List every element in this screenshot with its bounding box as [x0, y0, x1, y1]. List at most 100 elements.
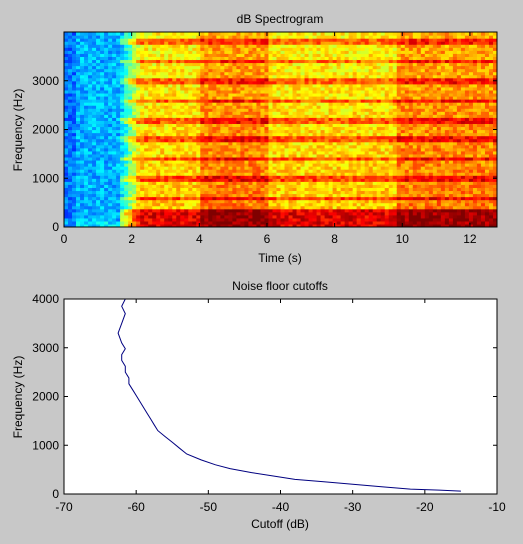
spectrogram-cell [236, 41, 242, 45]
spectrogram-cell [312, 156, 318, 161]
spectrogram-cell [200, 138, 205, 143]
spectrogram-cell [232, 89, 237, 94]
spectrogram-cell [288, 35, 294, 39]
spectrogram-cell [116, 223, 121, 227]
spectrogram-cell [96, 32, 101, 36]
spectrogram-cell [124, 120, 129, 125]
spectrogram-cell [132, 211, 137, 216]
spectrogram-cell [140, 196, 145, 201]
spectrogram-cell [236, 59, 242, 64]
spectrogram-cell [360, 217, 366, 222]
spectrogram-cell [156, 169, 161, 173]
spectrogram-cell [132, 208, 137, 213]
spectrogram-cell [372, 220, 378, 225]
spectrogram-cell [280, 102, 286, 106]
spectrogram-cell [64, 77, 69, 82]
spectrogram-cell [312, 62, 318, 67]
spectrogram-cell [240, 44, 246, 48]
spectrogram-cell [300, 159, 306, 164]
spectrogram-cell [184, 38, 189, 42]
spectrogram-cell [76, 199, 81, 204]
spectrogram-cell [340, 71, 346, 76]
spectrogram-cell [336, 169, 342, 173]
spectrogram-cell [208, 74, 213, 79]
spectrogram-cell [88, 205, 93, 210]
spectrogram-cell [344, 32, 350, 36]
spectrogram-cell [168, 65, 173, 70]
spectrogram-cell [224, 211, 229, 216]
spectrogram-cell [328, 172, 334, 176]
spectrogram-cell [324, 80, 330, 85]
spectrogram-cell [228, 153, 233, 158]
spectrogram-cell [164, 153, 169, 158]
spectrogram-cell [72, 123, 77, 128]
spectrogram-cell [236, 120, 242, 125]
spectrogram-cell [304, 108, 310, 112]
spectrogram-cell [324, 211, 330, 216]
spectrogram-cell [292, 111, 298, 115]
spectrogram-cell [96, 150, 101, 155]
spectrogram-cell [272, 193, 278, 198]
spectrogram-cell [152, 208, 157, 213]
spectrogram-cell [248, 111, 254, 115]
spectrogram-cell [264, 199, 270, 204]
spectrogram-cell [84, 123, 89, 128]
spectrogram-cell [228, 44, 233, 48]
spectrogram-cell [316, 92, 322, 97]
spectrogram-cell [228, 147, 233, 152]
spectrogram-cell [352, 111, 358, 115]
spectrogram-cell [120, 99, 125, 103]
spectrogram-cell [116, 126, 121, 131]
spectrogram-cell [304, 68, 310, 73]
spectrogram-cell [312, 163, 318, 167]
spectrogram-cell [332, 166, 338, 170]
spectrogram-cell [300, 53, 306, 57]
spectrogram-cell [116, 86, 121, 91]
spectrogram-cell [248, 169, 254, 173]
spectrogram-cell [284, 126, 290, 131]
spectrogram-cell [84, 129, 89, 134]
spectrogram-cell [156, 92, 161, 97]
spectrogram-cell [176, 153, 181, 158]
spectrogram-cell [300, 144, 306, 149]
spectrogram-cell [224, 129, 229, 134]
spectrogram-cell [184, 77, 189, 82]
spectrogram-cell [152, 38, 157, 42]
spectrogram-cell [208, 190, 213, 195]
spectrogram-cell [172, 59, 177, 64]
spectrogram-cell [184, 120, 189, 125]
spectrogram-cell [296, 38, 302, 42]
spectrogram-cell [136, 41, 141, 45]
spectrogram-cell [336, 163, 342, 167]
spectrogram-cell [172, 108, 177, 112]
spectrogram-cell [192, 132, 197, 137]
spectrogram-cell [172, 65, 177, 70]
spectrogram-cell [136, 184, 141, 188]
spectrogram-cell [68, 135, 73, 140]
spectrogram-cell [320, 202, 326, 207]
spectrogram-cell [192, 175, 197, 179]
spectrogram-cell [196, 141, 201, 146]
spectrogram-cell [104, 132, 109, 137]
spectrogram-cell [364, 59, 370, 64]
spectrogram-cell [280, 123, 286, 128]
spectrogram-cell [260, 217, 266, 222]
spectrogram-cell [300, 141, 306, 146]
spectrogram-cell [104, 184, 109, 188]
spectrogram-cell [300, 123, 306, 128]
spectrogram-cell [256, 53, 262, 57]
spectrogram-cell [176, 59, 181, 64]
spectrogram-cell [104, 150, 109, 155]
spectrogram-cell [192, 32, 197, 36]
spectrogram-cell [272, 166, 278, 170]
spectrogram-cell [156, 71, 161, 76]
spectrogram-cell [88, 193, 93, 198]
spectrogram-cell [100, 111, 105, 115]
spectrogram-cell [108, 89, 113, 94]
spectrogram-cell [104, 172, 109, 176]
spectrogram-cell [340, 41, 346, 45]
spectrogram-cell [184, 156, 189, 161]
spectrogram-cell [328, 47, 334, 51]
spectrogram-cell [172, 214, 177, 219]
spectrogram-cell [164, 50, 169, 54]
